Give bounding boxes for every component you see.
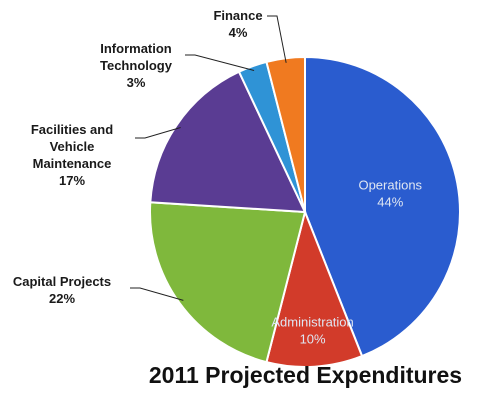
leader-line-finance (267, 15, 287, 63)
slice-label-operations: Operations 44% (358, 178, 422, 210)
leader-line-information-technology (185, 54, 255, 72)
slice-label-finance: Finance 4% (213, 8, 262, 40)
pie-slice-capital-projects (149, 201, 307, 364)
leader-line-facilities-and-vehicle-maintenance (135, 127, 181, 139)
pie-slice-operations (304, 55, 461, 358)
pie-slice-facilities-and-vehicle-maintenance (149, 70, 307, 214)
slice-label-capital-projects: Capital Projects 22% (13, 274, 111, 306)
slice-label-information-technology: Information Technology 3% (100, 41, 173, 90)
chart-title: 2011 Projected Expenditures (148, 362, 463, 388)
slice-label-facilities-and-vehicle-maintenance: Facilities and Vehicle Maintenance 17% (31, 122, 113, 188)
pie-slice-administration (265, 208, 364, 368)
leader-line-capital-projects (130, 287, 184, 301)
slice-label-administration: Administration 10% (271, 315, 353, 347)
